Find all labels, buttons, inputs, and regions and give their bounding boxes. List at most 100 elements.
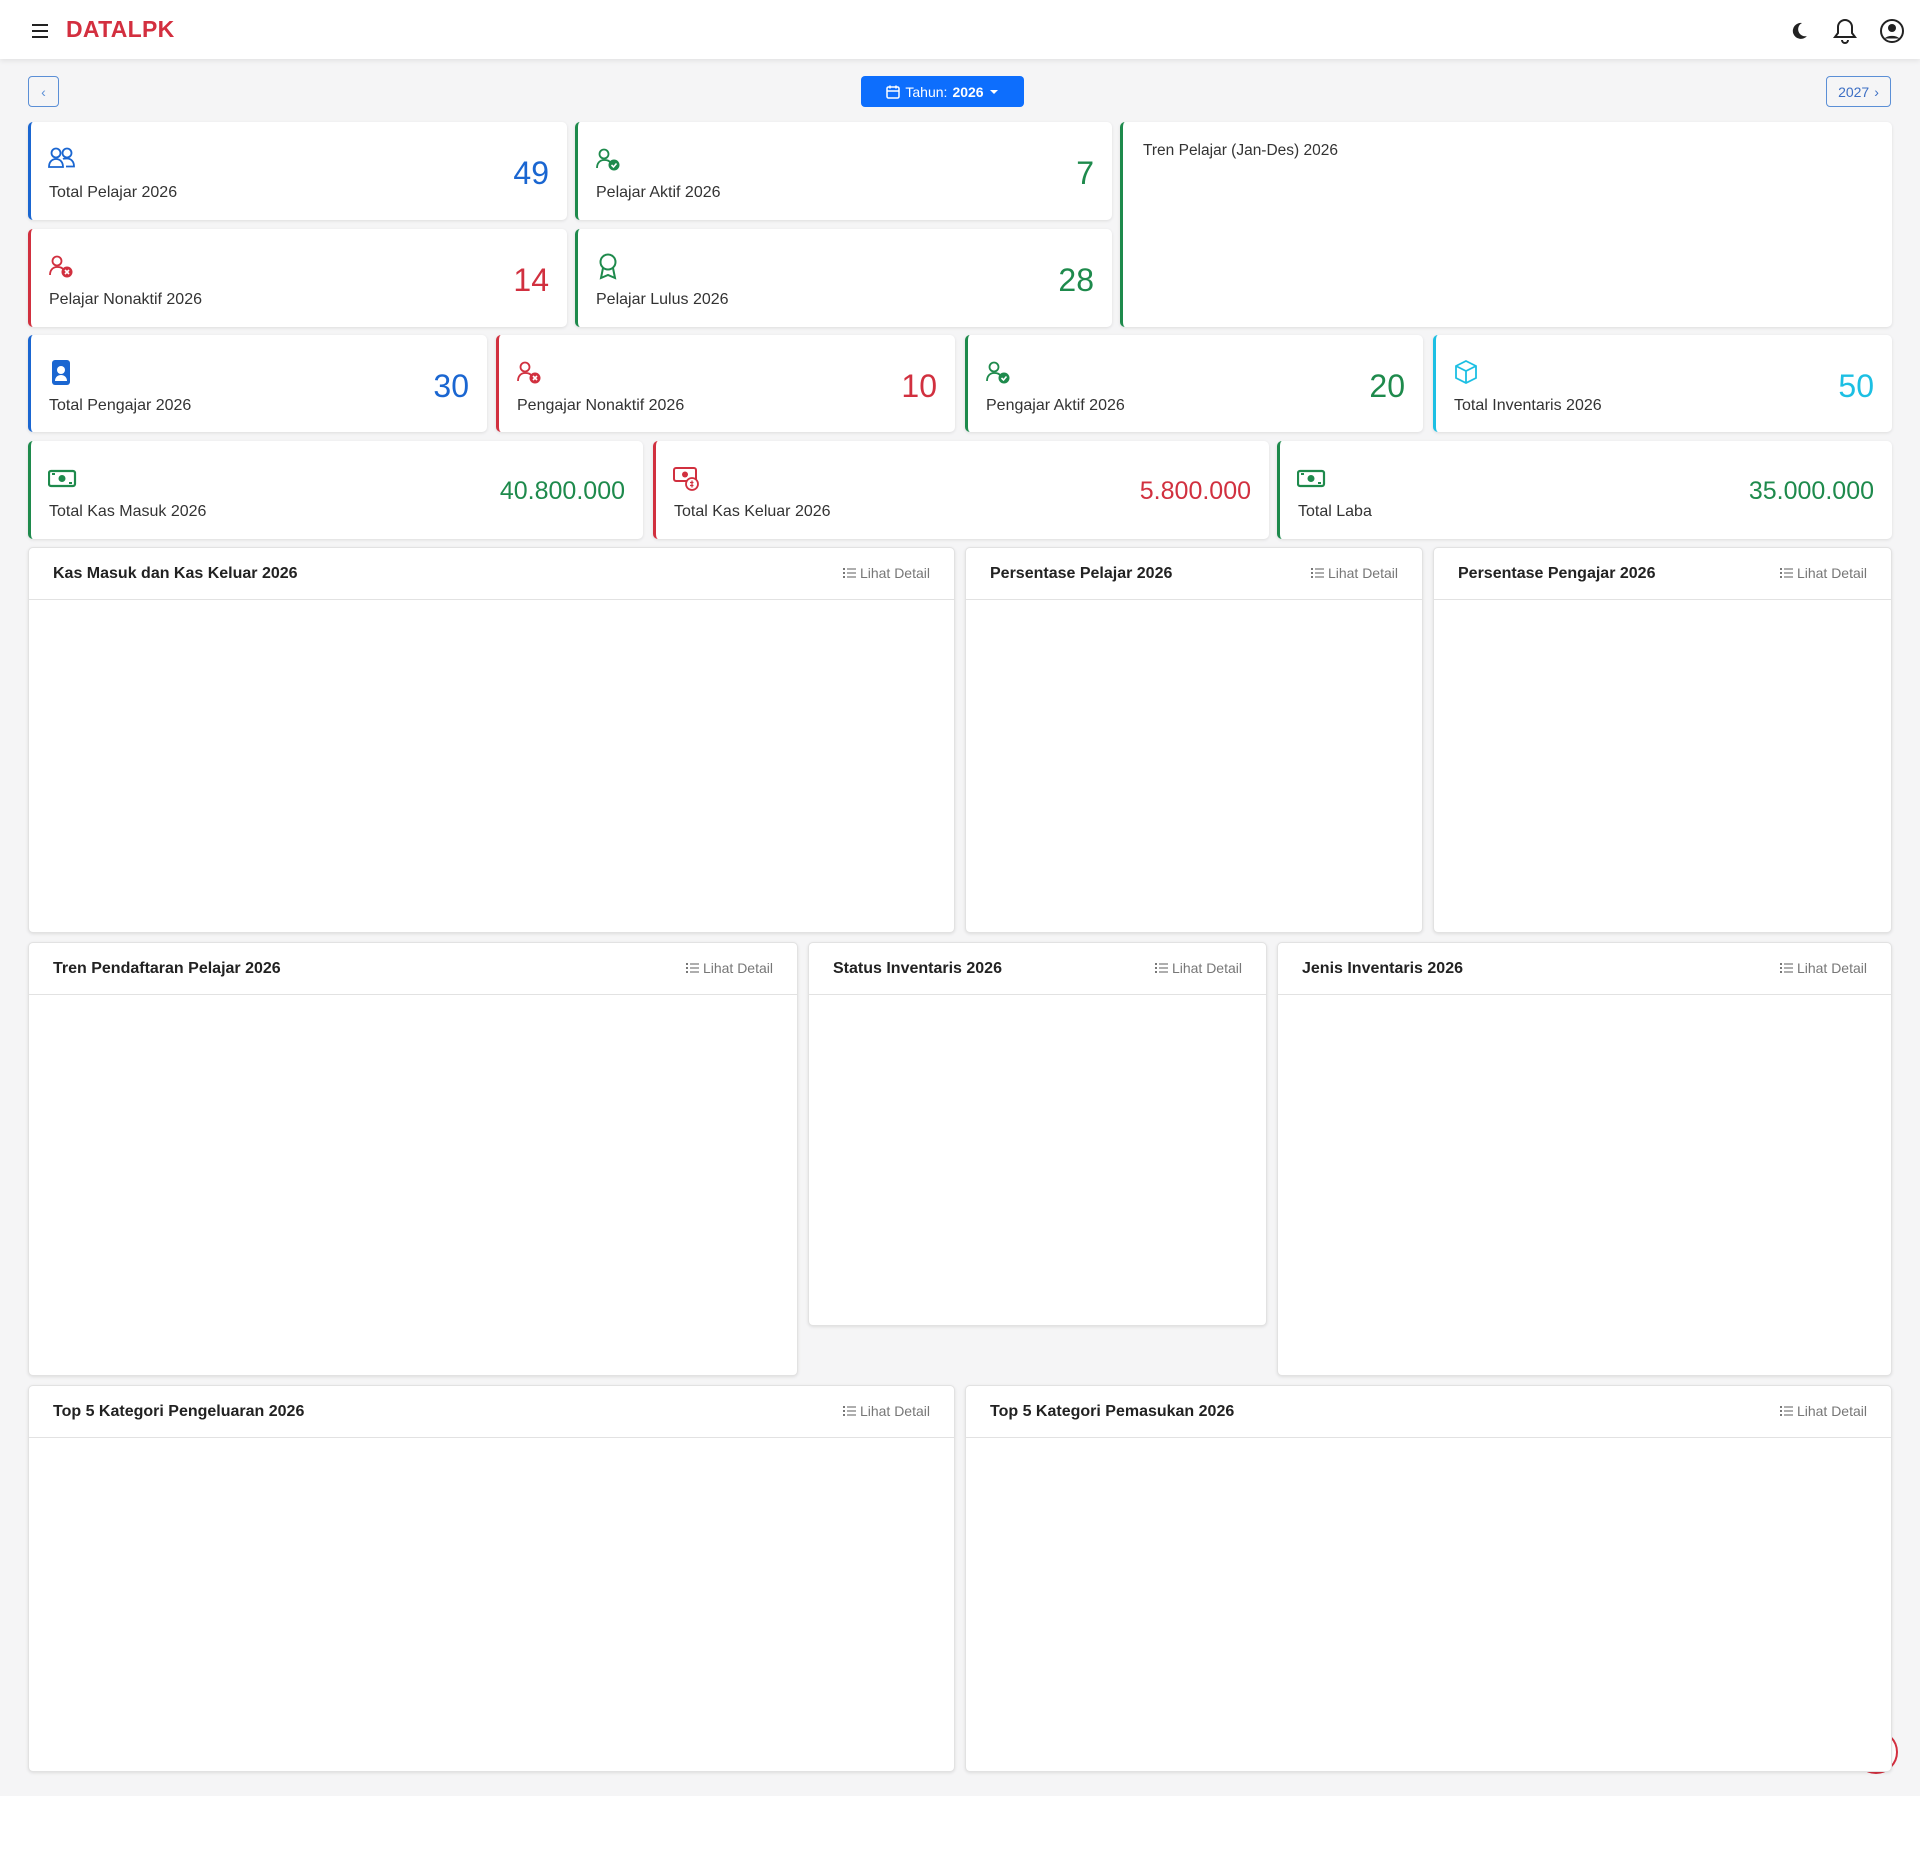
panel: Top 5 Kategori Pengeluaran 2026 Lihat Det…	[28, 1385, 955, 1772]
icon-part	[517, 372, 532, 382]
list-icon	[1779, 963, 1793, 973]
user-button[interactable]	[1878, 17, 1906, 45]
stat-card: Pengajar Nonaktif 2026 10	[496, 335, 955, 432]
icon-part	[689, 967, 699, 969]
icon-part	[1783, 1410, 1793, 1412]
icon-part	[689, 963, 699, 965]
year-dropdown[interactable]: Tahun: 2026	[861, 76, 1024, 107]
detail-link[interactable]: Lihat Detail	[1796, 565, 1867, 581]
card-icon	[49, 255, 73, 278]
card-icon	[52, 360, 70, 385]
icon-part	[58, 475, 66, 482]
card-value: 5.800.000	[1139, 477, 1251, 505]
list-icon	[1779, 568, 1793, 578]
panel-title: Jenis Inventaris 2026	[1302, 960, 1463, 977]
icon-part	[1779, 572, 1782, 574]
list-icon	[685, 963, 699, 973]
detail-link[interactable]: Lihat Detail	[1327, 565, 1398, 581]
next-year: 2027	[1838, 83, 1870, 100]
icon-part	[685, 963, 688, 965]
detail-link[interactable]: Lihat Detail	[1171, 960, 1242, 976]
icon-part	[1779, 971, 1782, 973]
icon-part	[1779, 967, 1782, 969]
panel: Kas Masuk dan Kas Keluar 2026 Lihat Detai…	[28, 547, 955, 933]
icon-part	[1301, 473, 1321, 484]
card-icon	[673, 467, 699, 491]
detail-link[interactable]: Lihat Detail	[702, 960, 773, 976]
detail-link[interactable]: Lihat Detail	[859, 565, 930, 581]
card-label: Total Laba	[1298, 503, 1372, 520]
icon-part	[689, 971, 699, 973]
icon-part	[1154, 963, 1157, 965]
card-icon	[48, 469, 77, 488]
detail-link-wrap: Lihat Detail	[1154, 960, 1242, 976]
icon-part	[48, 157, 75, 168]
icon-part	[1297, 469, 1326, 488]
panel-header: Tren Pendaftaran Pelajar 2026 Lihat Detai…	[29, 943, 797, 995]
card-label: Pelajar Nonaktif 2026	[49, 291, 202, 308]
card-icon	[596, 148, 620, 171]
stat-card: Pelajar Aktif 2026 7	[575, 122, 1112, 220]
detail-link-wrap: Lihat Detail	[842, 1403, 930, 1419]
detail-link-wrap: Lihat Detail	[1779, 565, 1867, 581]
icon-part	[519, 361, 531, 373]
detail-link[interactable]: Lihat Detail	[859, 1403, 930, 1419]
card-value: 30	[433, 368, 469, 404]
icon-part	[1779, 1410, 1782, 1412]
icon-part	[1154, 971, 1157, 973]
icon-part	[842, 1410, 845, 1412]
icon-part	[1783, 963, 1793, 965]
icon-part	[842, 576, 845, 578]
detail-link-wrap: Lihat Detail	[842, 565, 930, 581]
list-icon	[1779, 1406, 1793, 1416]
theme-toggle[interactable]	[1787, 19, 1811, 43]
icon-part	[1783, 1414, 1793, 1416]
card-value: 35.000.000	[1748, 477, 1874, 505]
top-bar: DATALPK	[0, 0, 1920, 59]
icon-part	[48, 469, 77, 488]
stat-card: Total Kas Keluar 2026 5.800.000	[653, 441, 1269, 539]
card-label: Pelajar Lulus 2026	[596, 291, 729, 308]
card-label: Total Pengajar 2026	[49, 397, 192, 414]
card-icon	[599, 253, 617, 280]
icon-part	[610, 162, 618, 169]
detail-link[interactable]: Lihat Detail	[1796, 960, 1867, 976]
panel-title: Status Inventaris 2026	[833, 960, 1002, 977]
card-icon	[1455, 359, 1477, 385]
icon-part	[1783, 971, 1793, 973]
detail-link-wrap: Lihat Detail	[1310, 565, 1398, 581]
detail-link[interactable]: Lihat Detail	[1796, 1403, 1867, 1419]
icon-part	[532, 375, 538, 381]
panel: Persentase Pengajar 2026 Lihat Detail	[1433, 547, 1892, 933]
icon-part	[1783, 572, 1793, 574]
icon-part	[1307, 475, 1315, 482]
list-icon	[842, 1406, 856, 1416]
card-label: Total Kas Keluar 2026	[674, 503, 831, 520]
chart-title: Tren Pelajar (Jan-Des) 2026	[1143, 142, 1338, 159]
icon-part	[1310, 576, 1313, 578]
icon-part	[988, 361, 1000, 373]
brand[interactable]: DATALPK	[66, 16, 175, 42]
menu-button[interactable]	[30, 21, 50, 41]
prev-year-button[interactable]: ‹	[28, 76, 59, 107]
card-icon	[517, 361, 541, 384]
icon-part	[57, 366, 65, 374]
icon-part	[986, 372, 1001, 382]
icon-part	[598, 148, 610, 160]
icon-part	[1158, 971, 1168, 973]
icon-part	[64, 269, 70, 275]
icon-part	[1779, 568, 1782, 570]
notification-button[interactable]	[1832, 17, 1858, 45]
list-icon	[1154, 963, 1168, 973]
next-year-button[interactable]: 2027 ›	[1826, 76, 1891, 107]
icon-part	[61, 147, 73, 159]
icon-part	[1314, 572, 1324, 574]
card-label: Total Kas Masuk 2026	[49, 503, 207, 520]
icon-part	[1779, 1406, 1782, 1408]
icon-part	[1000, 375, 1008, 382]
stat-card: Total Kas Masuk 2026 40.800.000	[28, 441, 643, 539]
panel: Jenis Inventaris 2026 Lihat Detail	[1277, 942, 1892, 1376]
icon-part	[1158, 967, 1168, 969]
icon-part	[842, 1406, 845, 1408]
